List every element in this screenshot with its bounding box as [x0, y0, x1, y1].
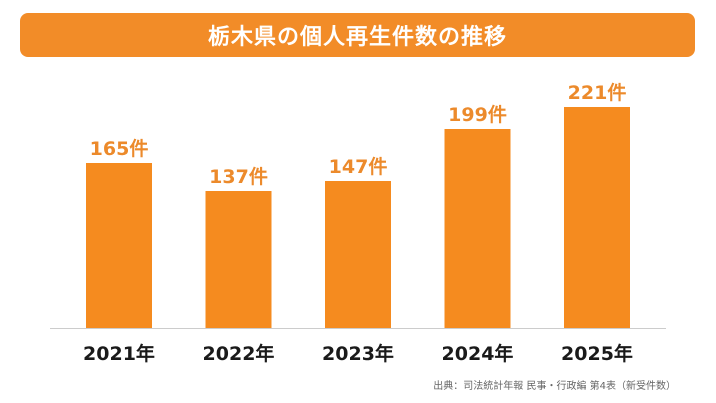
x-tick-label: 2021年: [83, 342, 155, 365]
x-tick-label: 2022年: [203, 342, 275, 365]
bar-2025年: [564, 107, 630, 328]
data-label: 221件: [568, 81, 627, 104]
data-label: 137件: [209, 165, 268, 188]
data-label: 147件: [329, 155, 388, 178]
bar-2022年: [205, 191, 272, 328]
source-note: 出典：司法統計年報 民事・行政編 第4表（新受件数）: [433, 381, 676, 392]
chart-title-bar: 栃木県の個人再生件数の推移: [20, 13, 695, 57]
x-tick-label: 2024年: [442, 342, 514, 365]
data-label: 165件: [90, 137, 149, 160]
x-tick-label: 2025年: [561, 342, 633, 365]
bar-2024年: [444, 129, 511, 328]
x-tick-label: 2023年: [322, 342, 394, 365]
data-label: 199件: [448, 103, 507, 126]
bar-2021年: [86, 163, 152, 328]
bar-2023年: [325, 181, 391, 328]
chart-title: 栃木県の個人再生件数の推移: [207, 25, 507, 50]
